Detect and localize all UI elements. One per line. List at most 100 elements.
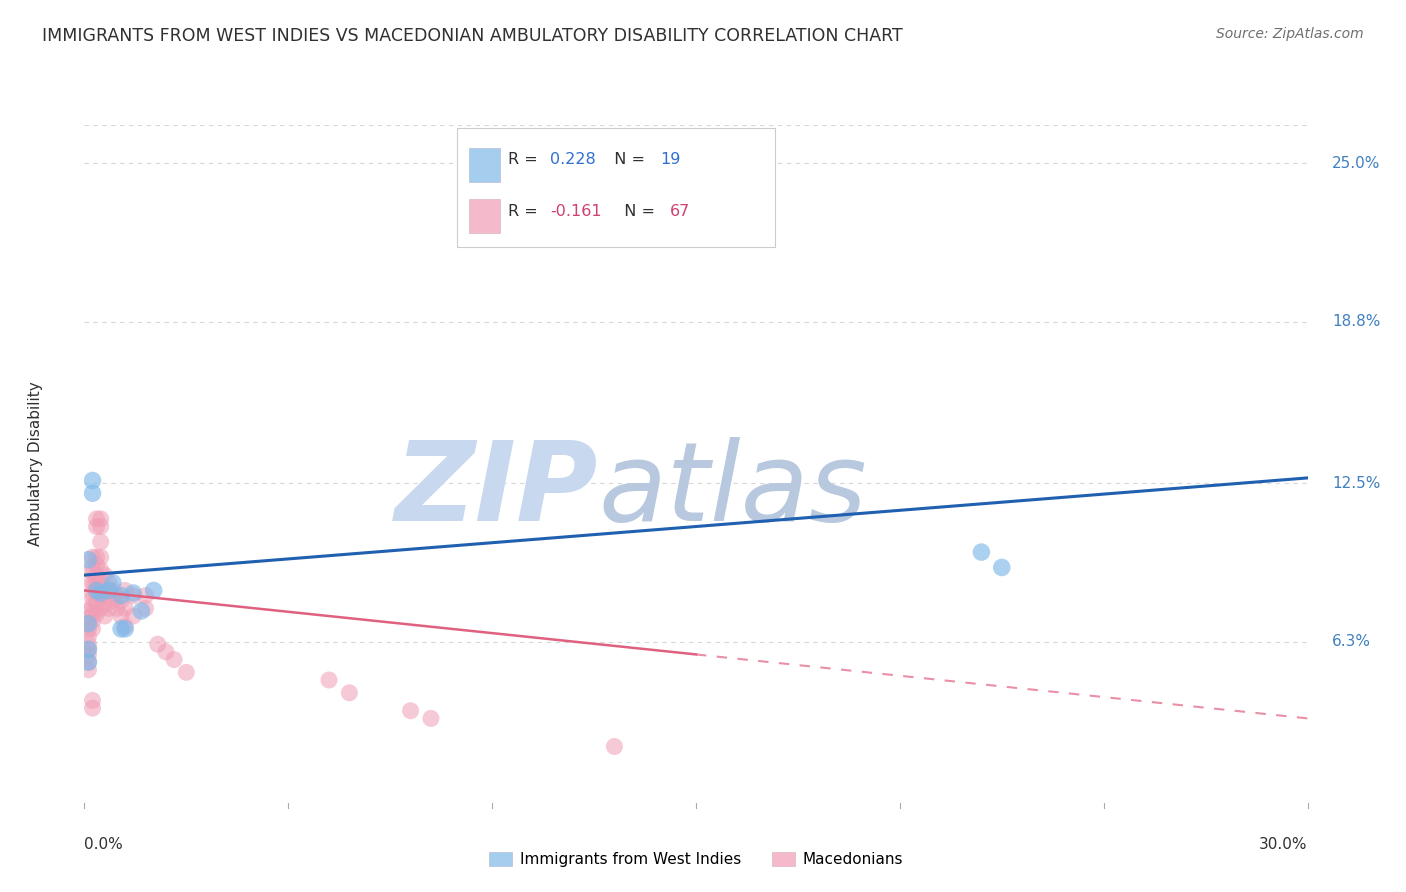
Point: [82, 474, 104, 488]
Point: [77, 630, 100, 644]
Point: [105, 589, 128, 603]
Point: [93, 596, 115, 610]
Text: N =: N =: [613, 203, 659, 219]
Point: [399, 704, 422, 718]
Text: Source: ZipAtlas.com: Source: ZipAtlas.com: [1216, 27, 1364, 41]
Point: [114, 622, 136, 636]
Point: [105, 601, 128, 615]
Point: [318, 673, 340, 687]
Point: [86, 519, 108, 533]
Point: [77, 553, 100, 567]
Point: [135, 589, 157, 603]
Point: [93, 583, 115, 598]
Point: [82, 701, 104, 715]
Point: [82, 586, 104, 600]
Text: 19: 19: [659, 152, 681, 167]
Point: [77, 655, 100, 669]
Point: [90, 575, 112, 590]
Text: -0.161: -0.161: [550, 203, 602, 219]
Point: [420, 711, 443, 725]
Point: [122, 609, 145, 624]
Point: [155, 645, 177, 659]
Point: [86, 568, 108, 582]
Point: [97, 583, 120, 598]
Text: Ambulatory Disability: Ambulatory Disability: [28, 382, 44, 546]
Point: [90, 586, 112, 600]
Point: [86, 558, 108, 572]
Text: 12.5%: 12.5%: [1331, 475, 1381, 491]
Point: [82, 693, 104, 707]
Point: [101, 583, 124, 598]
Point: [90, 534, 112, 549]
Point: [110, 609, 132, 624]
Point: [82, 566, 104, 580]
Point: [122, 586, 145, 600]
Point: [82, 560, 104, 574]
Point: [90, 512, 112, 526]
Text: 0.0%: 0.0%: [84, 837, 124, 852]
Point: [77, 637, 100, 651]
Point: [991, 560, 1014, 574]
Text: 25.0%: 25.0%: [1331, 156, 1381, 170]
Point: [603, 739, 626, 754]
Point: [90, 519, 112, 533]
Point: [82, 578, 104, 592]
Point: [97, 601, 120, 615]
Point: [93, 609, 115, 624]
Text: 6.3%: 6.3%: [1331, 634, 1371, 649]
Point: [86, 512, 108, 526]
Point: [82, 573, 104, 587]
Point: [86, 583, 108, 598]
Text: 67: 67: [669, 203, 690, 219]
Legend: Immigrants from West Indies, Macedonians: Immigrants from West Indies, Macedonians: [484, 846, 908, 873]
Point: [135, 601, 157, 615]
Point: [142, 583, 165, 598]
Point: [77, 655, 100, 669]
Point: [481, 227, 503, 242]
Point: [77, 622, 100, 636]
Point: [114, 583, 136, 598]
Point: [82, 550, 104, 565]
Point: [77, 616, 100, 631]
Text: 18.8%: 18.8%: [1331, 314, 1381, 329]
Point: [82, 622, 104, 636]
Point: [174, 665, 197, 680]
Point: [82, 486, 104, 500]
Point: [86, 586, 108, 600]
Point: [90, 550, 112, 565]
Text: R =: R =: [508, 203, 543, 219]
Point: [97, 589, 120, 603]
Point: [82, 614, 104, 628]
Point: [77, 663, 100, 677]
Point: [110, 622, 132, 636]
Point: [82, 591, 104, 606]
Point: [86, 596, 108, 610]
Point: [110, 589, 132, 603]
Point: [86, 550, 108, 565]
Point: [82, 599, 104, 613]
Point: [82, 607, 104, 621]
Point: [339, 686, 360, 700]
Point: [163, 652, 186, 666]
Point: [970, 545, 993, 559]
Point: [93, 568, 115, 582]
Point: [146, 637, 169, 651]
Point: [77, 612, 100, 626]
Point: [97, 575, 120, 590]
Point: [90, 589, 112, 603]
Text: ZIP: ZIP: [395, 437, 598, 544]
Text: R =: R =: [508, 152, 543, 167]
Point: [77, 648, 100, 662]
Point: [77, 642, 100, 657]
Point: [101, 593, 124, 607]
Text: 30.0%: 30.0%: [1260, 837, 1308, 852]
Point: [86, 607, 108, 621]
Point: [122, 589, 145, 603]
Text: atlas: atlas: [598, 437, 866, 544]
Point: [77, 604, 100, 618]
Point: [110, 593, 132, 607]
Text: N =: N =: [603, 152, 650, 167]
Point: [131, 604, 153, 618]
Point: [90, 601, 112, 615]
Text: 0.228: 0.228: [550, 152, 596, 167]
